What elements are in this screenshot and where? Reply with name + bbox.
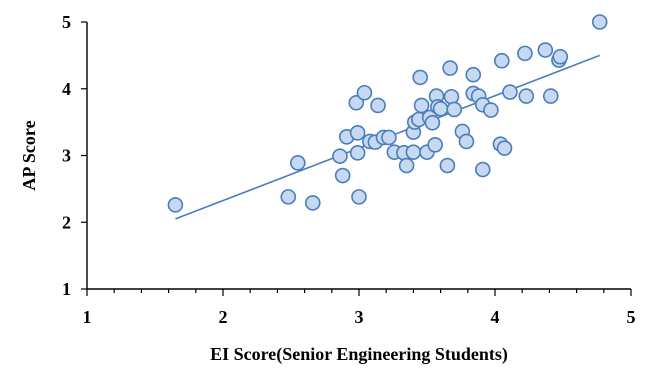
data-point	[432, 100, 449, 117]
x-tick-label: 5	[627, 307, 636, 327]
y-tick-label: 2	[62, 212, 71, 232]
data-point	[439, 157, 456, 174]
x-tick-label: 4	[491, 307, 500, 327]
data-point	[474, 161, 491, 178]
data-point	[280, 189, 297, 205]
y-tick-label: 5	[62, 12, 71, 32]
data-point	[493, 52, 510, 69]
data-point	[465, 66, 482, 83]
data-point	[443, 88, 460, 105]
data-point	[517, 45, 533, 62]
data-point	[552, 48, 569, 65]
data-point	[304, 195, 321, 211]
x-axis-title: EI Score(Senior Engineering Students)	[210, 344, 508, 365]
y-axis-title: AP Score	[19, 120, 39, 190]
chart-marks	[167, 14, 608, 220]
data-point	[398, 157, 415, 174]
data-point	[351, 189, 367, 205]
data-point	[334, 167, 351, 184]
data-point	[332, 148, 348, 164]
x-tick-label: 2	[219, 307, 228, 327]
data-point	[349, 145, 366, 161]
data-point	[412, 69, 429, 86]
data-point	[542, 88, 559, 104]
data-point	[381, 129, 397, 146]
data-point	[424, 114, 441, 131]
data-point	[458, 133, 475, 150]
data-point	[405, 144, 422, 160]
data-point	[537, 42, 554, 58]
data-point	[496, 140, 513, 156]
data-point	[518, 88, 535, 104]
data-point	[370, 97, 386, 114]
data-point	[502, 84, 518, 100]
y-tick-label: 4	[62, 79, 71, 99]
data-point	[446, 101, 463, 118]
data-point	[349, 125, 366, 141]
data-point	[591, 14, 608, 30]
y-tick-label: 3	[62, 146, 71, 166]
x-tick-label: 1	[83, 307, 92, 327]
data-point	[413, 97, 430, 114]
data-point	[289, 155, 306, 171]
data-point	[356, 84, 373, 101]
x-tick-label: 3	[355, 307, 364, 327]
data-point	[483, 102, 499, 118]
y-tick-label: 1	[62, 279, 71, 299]
data-point	[167, 197, 184, 213]
data-point	[442, 60, 458, 76]
data-point	[348, 94, 365, 111]
data-point	[427, 137, 443, 153]
chart-axes: 1 2 3 4 5 1 2 3 4 5	[62, 12, 636, 327]
